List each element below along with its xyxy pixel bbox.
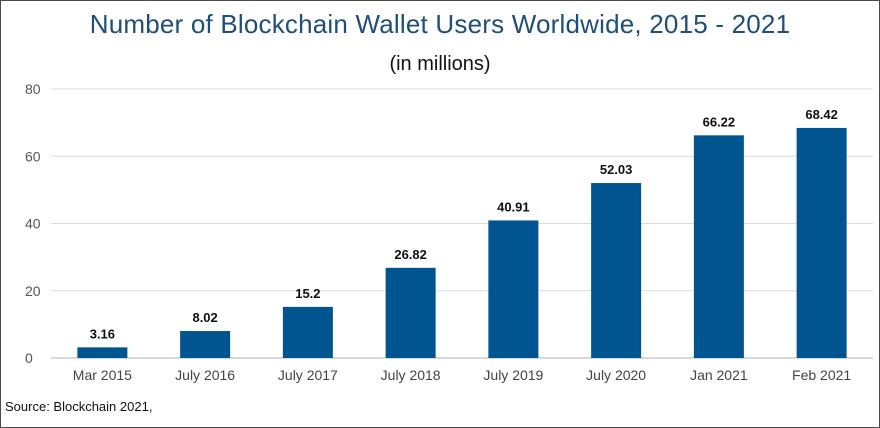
x-axis: Mar 2015 July 2016 July 2017 July 2018 July … — [73, 367, 852, 383]
bar — [77, 347, 128, 358]
bar — [488, 220, 539, 358]
y-tick-label: 0 — [25, 350, 33, 366]
x-tick-label: July 2020 — [586, 367, 646, 383]
bars — [77, 127, 847, 359]
bar — [796, 127, 847, 359]
source-note: Source: Blockchain 2021, — [5, 399, 153, 414]
y-tick-label: 20 — [25, 283, 41, 299]
y-tick-label: 80 — [25, 81, 41, 97]
bar — [180, 331, 231, 358]
x-tick-label: July 2017 — [278, 367, 338, 383]
y-tick-label: 60 — [25, 148, 41, 164]
gridlines — [51, 88, 873, 359]
data-label: 66.22 — [703, 114, 736, 129]
data-labels: 3.16 8.02 15.2 26.82 40.91 52.03 66.22 68.42 — [90, 107, 838, 341]
bar — [282, 306, 333, 358]
x-tick-label: Feb 2021 — [792, 367, 851, 383]
chart-title: Number of Blockchain Wallet Users Worldw… — [89, 9, 791, 39]
data-label: 40.91 — [497, 199, 530, 214]
data-label: 68.42 — [805, 107, 838, 122]
x-tick-label: Mar 2015 — [73, 367, 132, 383]
x-tick-label: Jan 2021 — [690, 367, 748, 383]
bar — [385, 267, 436, 358]
x-tick-label: July 2016 — [175, 367, 235, 383]
x-tick-label: July 2019 — [483, 367, 543, 383]
y-axis: 0 20 40 60 80 — [25, 81, 41, 366]
data-label: 52.03 — [600, 162, 633, 177]
data-label: 3.16 — [90, 326, 115, 341]
bar — [693, 135, 744, 358]
bar — [591, 183, 642, 358]
y-tick-label: 40 — [25, 216, 41, 232]
chart-subtitle: (in millions) — [389, 53, 491, 75]
x-tick-label: July 2018 — [381, 367, 441, 383]
data-label: 15.2 — [295, 286, 320, 301]
data-label: 26.82 — [394, 247, 427, 262]
data-label: 8.02 — [192, 310, 217, 325]
